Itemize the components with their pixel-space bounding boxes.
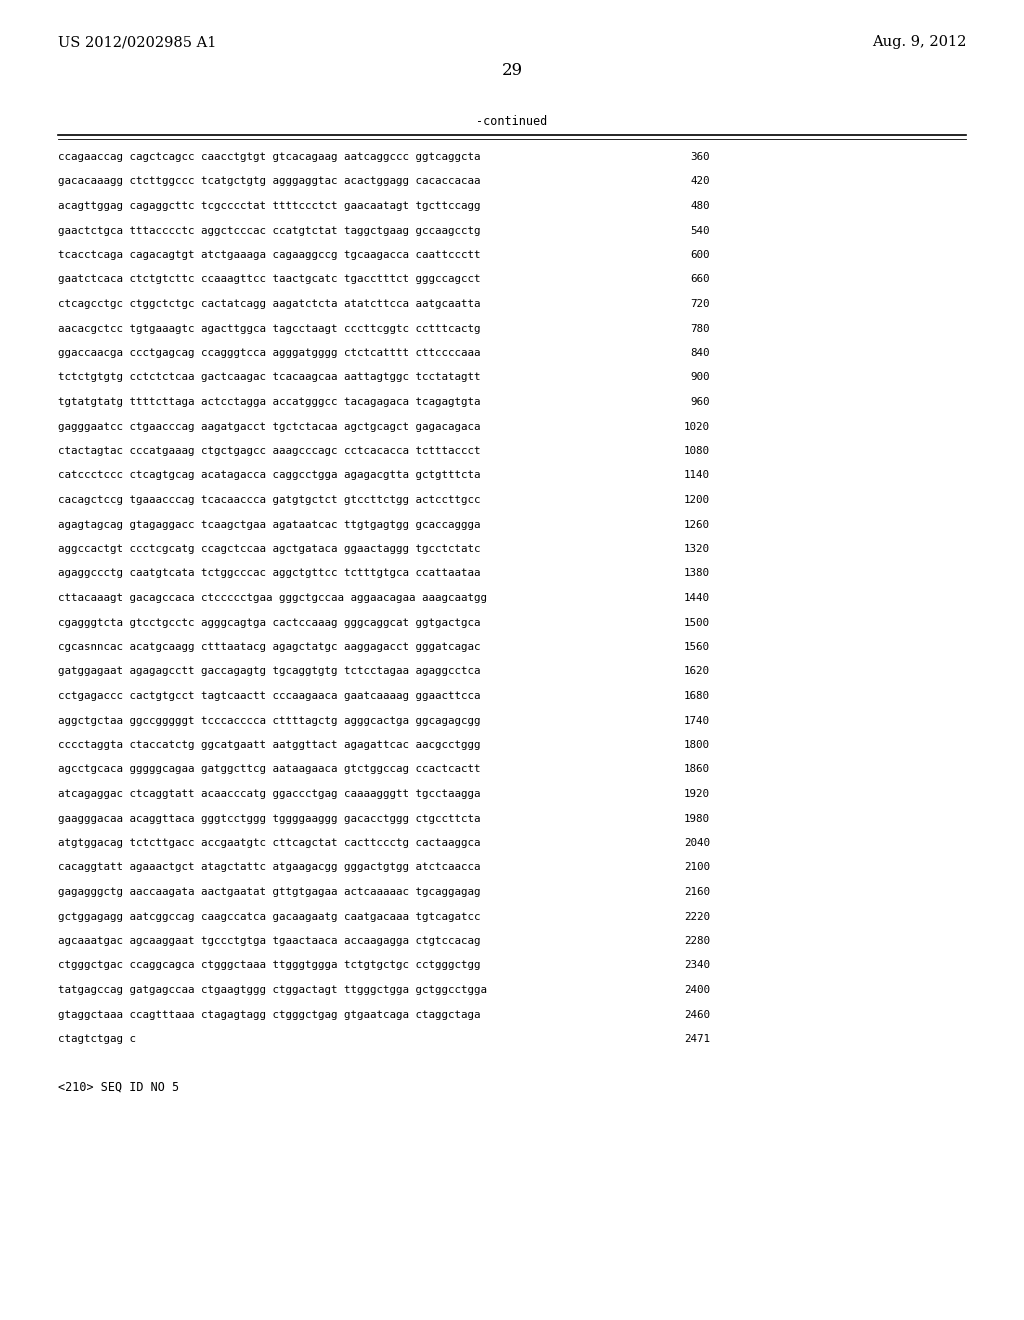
Text: cacagctccg tgaaacccag tcacaaccca gatgtgctct gtccttctgg actccttgcc: cacagctccg tgaaacccag tcacaaccca gatgtgc… xyxy=(58,495,480,506)
Text: gacacaaagg ctcttggccc tcatgctgtg agggaggtac acactggagg cacaccacaa: gacacaaagg ctcttggccc tcatgctgtg agggagg… xyxy=(58,177,480,186)
Text: 1620: 1620 xyxy=(684,667,710,676)
Text: gaactctgca tttacccctc aggctcccac ccatgtctat taggctgaag gccaagcctg: gaactctgca tttacccctc aggctcccac ccatgtc… xyxy=(58,226,480,235)
Text: 1320: 1320 xyxy=(684,544,710,554)
Text: 2471: 2471 xyxy=(684,1034,710,1044)
Text: ctactagtac cccatgaaag ctgctgagcc aaagcccagc cctcacacca tctttaccct: ctactagtac cccatgaaag ctgctgagcc aaagccc… xyxy=(58,446,480,455)
Text: 2400: 2400 xyxy=(684,985,710,995)
Text: 1380: 1380 xyxy=(684,569,710,578)
Text: 900: 900 xyxy=(690,372,710,383)
Text: agagtagcag gtagaggacc tcaagctgaa agataatcac ttgtgagtgg gcaccaggga: agagtagcag gtagaggacc tcaagctgaa agataat… xyxy=(58,520,480,529)
Text: tgtatgtatg ttttcttaga actcctagga accatgggcc tacagagaca tcagagtgta: tgtatgtatg ttttcttaga actcctagga accatgg… xyxy=(58,397,480,407)
Text: aacacgctcc tgtgaaagtc agacttggca tagcctaagt cccttcggtc cctttcactg: aacacgctcc tgtgaaagtc agacttggca tagccta… xyxy=(58,323,480,334)
Text: 2220: 2220 xyxy=(684,912,710,921)
Text: 1980: 1980 xyxy=(684,813,710,824)
Text: 840: 840 xyxy=(690,348,710,358)
Text: 1860: 1860 xyxy=(684,764,710,775)
Text: 2280: 2280 xyxy=(684,936,710,946)
Text: agaggccctg caatgtcata tctggcccac aggctgttcc tctttgtgca ccattaataa: agaggccctg caatgtcata tctggcccac aggctgt… xyxy=(58,569,480,578)
Text: aggccactgt ccctcgcatg ccagctccaa agctgataca ggaactaggg tgcctctatc: aggccactgt ccctcgcatg ccagctccaa agctgat… xyxy=(58,544,480,554)
Text: 1560: 1560 xyxy=(684,642,710,652)
Text: 1140: 1140 xyxy=(684,470,710,480)
Text: 1740: 1740 xyxy=(684,715,710,726)
Text: 2100: 2100 xyxy=(684,862,710,873)
Text: 1260: 1260 xyxy=(684,520,710,529)
Text: 540: 540 xyxy=(690,226,710,235)
Text: cgcasnncac acatgcaagg ctttaatacg agagctatgc aaggagacct gggatcagac: cgcasnncac acatgcaagg ctttaatacg agagcta… xyxy=(58,642,480,652)
Text: 360: 360 xyxy=(690,152,710,162)
Text: ctcagcctgc ctggctctgc cactatcagg aagatctcta atatcttcca aatgcaatta: ctcagcctgc ctggctctgc cactatcagg aagatct… xyxy=(58,300,480,309)
Text: atgtggacag tctcttgacc accgaatgtc cttcagctat cacttccctg cactaaggca: atgtggacag tctcttgacc accgaatgtc cttcagc… xyxy=(58,838,480,847)
Text: 1920: 1920 xyxy=(684,789,710,799)
Text: gtaggctaaa ccagtttaaa ctagagtagg ctgggctgag gtgaatcaga ctaggctaga: gtaggctaaa ccagtttaaa ctagagtagg ctgggct… xyxy=(58,1010,480,1019)
Text: 600: 600 xyxy=(690,249,710,260)
Text: cgagggtcta gtcctgcctc agggcagtga cactccaaag gggcaggcat ggtgactgca: cgagggtcta gtcctgcctc agggcagtga cactcca… xyxy=(58,618,480,627)
Text: 660: 660 xyxy=(690,275,710,285)
Text: gaatctcaca ctctgtcttc ccaaagttcc taactgcatc tgacctttct gggccagcct: gaatctcaca ctctgtcttc ccaaagttcc taactgc… xyxy=(58,275,480,285)
Text: 960: 960 xyxy=(690,397,710,407)
Text: cccctaggta ctaccatctg ggcatgaatt aatggttact agagattcac aacgcctggg: cccctaggta ctaccatctg ggcatgaatt aatggtt… xyxy=(58,741,480,750)
Text: 1800: 1800 xyxy=(684,741,710,750)
Text: 1020: 1020 xyxy=(684,421,710,432)
Text: aggctgctaa ggccgggggt tcccacccca cttttagctg agggcactga ggcagagcgg: aggctgctaa ggccgggggt tcccacccca cttttag… xyxy=(58,715,480,726)
Text: agcaaatgac agcaaggaat tgccctgtga tgaactaaca accaagagga ctgtccacag: agcaaatgac agcaaggaat tgccctgtga tgaacta… xyxy=(58,936,480,946)
Text: 780: 780 xyxy=(690,323,710,334)
Text: gagggaatcc ctgaacccag aagatgacct tgctctacaa agctgcagct gagacagaca: gagggaatcc ctgaacccag aagatgacct tgctcta… xyxy=(58,421,480,432)
Text: 2040: 2040 xyxy=(684,838,710,847)
Text: gctggagagg aatcggccag caagccatca gacaagaatg caatgacaaa tgtcagatcc: gctggagagg aatcggccag caagccatca gacaaga… xyxy=(58,912,480,921)
Text: gagagggctg aaccaagata aactgaatat gttgtgagaa actcaaaaac tgcaggagag: gagagggctg aaccaagata aactgaatat gttgtga… xyxy=(58,887,480,898)
Text: ctagtctgag c: ctagtctgag c xyxy=(58,1034,136,1044)
Text: -continued: -continued xyxy=(476,115,548,128)
Text: ctgggctgac ccaggcagca ctgggctaaa ttgggtggga tctgtgctgc cctgggctgg: ctgggctgac ccaggcagca ctgggctaaa ttgggtg… xyxy=(58,961,480,970)
Text: 2160: 2160 xyxy=(684,887,710,898)
Text: ggaccaacga ccctgagcag ccagggtcca agggatgggg ctctcatttt cttccccaaa: ggaccaacga ccctgagcag ccagggtcca agggatg… xyxy=(58,348,480,358)
Text: cctgagaccc cactgtgcct tagtcaactt cccaagaaca gaatcaaaag ggaacttcca: cctgagaccc cactgtgcct tagtcaactt cccaaga… xyxy=(58,690,480,701)
Text: ccagaaccag cagctcagcc caacctgtgt gtcacagaag aatcaggccc ggtcaggcta: ccagaaccag cagctcagcc caacctgtgt gtcacag… xyxy=(58,152,480,162)
Text: agcctgcaca gggggcagaa gatggcttcg aataagaaca gtctggccag ccactcactt: agcctgcaca gggggcagaa gatggcttcg aataaga… xyxy=(58,764,480,775)
Text: US 2012/0202985 A1: US 2012/0202985 A1 xyxy=(58,36,216,49)
Text: gatggagaat agagagcctt gaccagagtg tgcaggtgtg tctcctagaa agaggcctca: gatggagaat agagagcctt gaccagagtg tgcaggt… xyxy=(58,667,480,676)
Text: tctctgtgtg cctctctcaa gactcaagac tcacaagcaa aattagtggc tcctatagtt: tctctgtgtg cctctctcaa gactcaagac tcacaag… xyxy=(58,372,480,383)
Text: cacaggtatt agaaactgct atagctattc atgaagacgg gggactgtgg atctcaacca: cacaggtatt agaaactgct atagctattc atgaaga… xyxy=(58,862,480,873)
Text: 1500: 1500 xyxy=(684,618,710,627)
Text: catccctccc ctcagtgcag acatagacca caggcctgga agagacgtta gctgtttcta: catccctccc ctcagtgcag acatagacca caggcct… xyxy=(58,470,480,480)
Text: <210> SEQ ID NO 5: <210> SEQ ID NO 5 xyxy=(58,1081,179,1093)
Text: 1680: 1680 xyxy=(684,690,710,701)
Text: 29: 29 xyxy=(502,62,522,79)
Text: acagttggag cagaggcttc tcgcccctat ttttccctct gaacaatagt tgcttccagg: acagttggag cagaggcttc tcgcccctat ttttccc… xyxy=(58,201,480,211)
Text: 480: 480 xyxy=(690,201,710,211)
Text: 1440: 1440 xyxy=(684,593,710,603)
Text: 2340: 2340 xyxy=(684,961,710,970)
Text: Aug. 9, 2012: Aug. 9, 2012 xyxy=(871,36,966,49)
Text: 720: 720 xyxy=(690,300,710,309)
Text: 1200: 1200 xyxy=(684,495,710,506)
Text: gaagggacaa acaggttaca gggtcctggg tggggaaggg gacacctggg ctgccttcta: gaagggacaa acaggttaca gggtcctggg tggggaa… xyxy=(58,813,480,824)
Text: tcacctcaga cagacagtgt atctgaaaga cagaaggccg tgcaagacca caattccctt: tcacctcaga cagacagtgt atctgaaaga cagaagg… xyxy=(58,249,480,260)
Text: cttacaaagt gacagccaca ctccccctgaa gggctgccaa aggaacagaa aaagcaatgg: cttacaaagt gacagccaca ctccccctgaa gggctg… xyxy=(58,593,487,603)
Text: 2460: 2460 xyxy=(684,1010,710,1019)
Text: tatgagccag gatgagccaa ctgaagtggg ctggactagt ttgggctgga gctggcctgga: tatgagccag gatgagccaa ctgaagtggg ctggact… xyxy=(58,985,487,995)
Text: 420: 420 xyxy=(690,177,710,186)
Text: atcagaggac ctcaggtatt acaacccatg ggaccctgag caaaagggtt tgcctaagga: atcagaggac ctcaggtatt acaacccatg ggaccct… xyxy=(58,789,480,799)
Text: 1080: 1080 xyxy=(684,446,710,455)
